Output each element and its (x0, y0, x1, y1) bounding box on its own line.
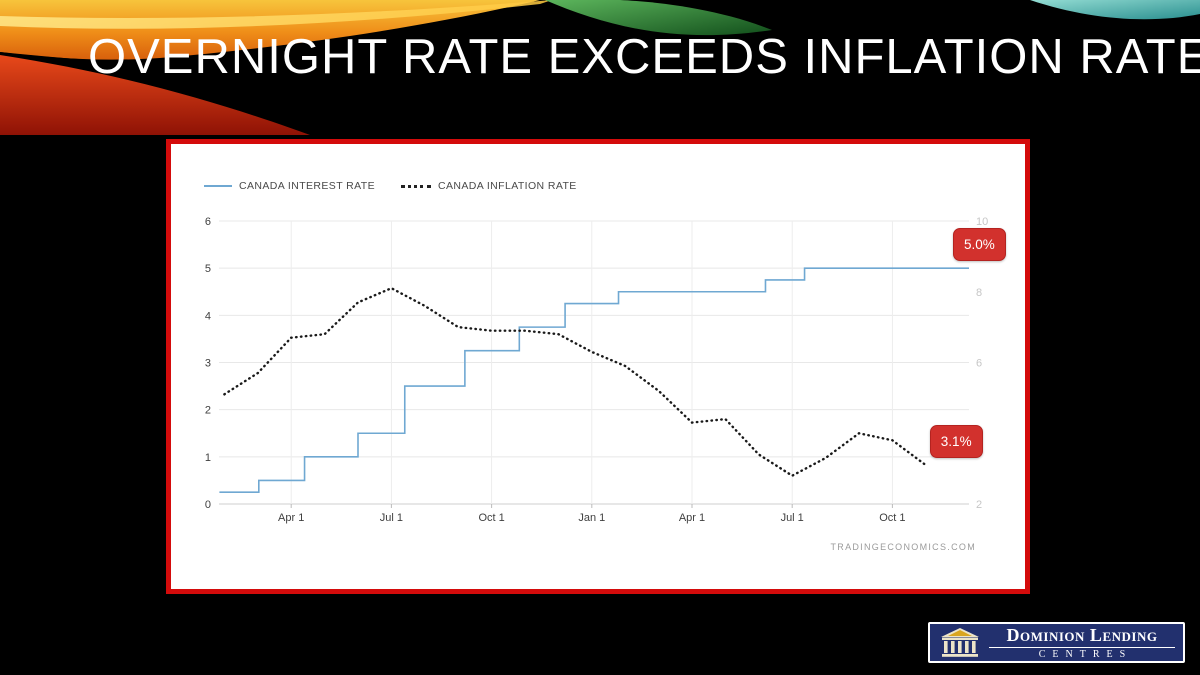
legend-label-inflation: CANADA INFLATION RATE (437, 180, 577, 192)
legend-item-interest: CANADA INTEREST RATE (204, 180, 375, 192)
dlc-logo: Dominion Lending CENTRES (928, 622, 1185, 663)
building-icon (941, 628, 979, 657)
interest-line-swatch (204, 185, 232, 187)
left-axis-tick-label: 0 (205, 499, 211, 511)
left-axis-tick-label: 2 (205, 405, 211, 417)
right-axis-tick-label: 2 (976, 499, 982, 511)
interest-rate-line (219, 267, 969, 494)
right-axis-tick-label: 6 (976, 358, 982, 370)
x-axis-tick-label: Apr 1 (679, 512, 705, 524)
left-axis-tick-label: 5 (205, 263, 211, 275)
legend-label-interest: CANADA INTEREST RATE (239, 180, 375, 192)
left-axis-tick-label: 6 (205, 216, 211, 228)
left-axis-tick-label: 3 (205, 358, 211, 370)
inflation-rate-line (223, 286, 927, 478)
inflation-rate-badge: 3.1% (929, 425, 983, 459)
left-axis-tick-label: 4 (205, 310, 211, 322)
x-axis-tick-label: Oct 1 (478, 512, 504, 524)
inflation-dotted-swatch (400, 184, 431, 188)
x-axis-tick-label: Jul 1 (781, 512, 804, 524)
chart-legend: CANADA INTEREST RATE CANADA INFLATION RA… (204, 180, 577, 192)
logo-name: Dominion Lending (989, 626, 1175, 648)
x-axis-tick-label: Jan 1 (578, 512, 605, 524)
right-axis-tick-label: 8 (976, 287, 982, 299)
slide-title: OVERNIGHT RATE EXCEEDS INFLATION RATE (88, 30, 1200, 84)
header-swoosh-decoration (0, 0, 1200, 135)
x-axis-tick-label: Apr 1 (278, 512, 304, 524)
right-axis-tick-label: 10 (976, 216, 988, 228)
watermark: TRADINGECONOMICS.COM (830, 542, 976, 552)
x-axis-tick-label: Oct 1 (879, 512, 905, 524)
legend-item-inflation: CANADA INFLATION RATE (400, 180, 577, 192)
x-axis-tick-label: Jul 1 (380, 512, 403, 524)
logo-text: Dominion Lending CENTRES (989, 626, 1175, 660)
left-axis-tick-label: 1 (205, 452, 211, 464)
logo-sub: CENTRES (1038, 648, 1133, 660)
interest-rate-badge: 5.0% (953, 228, 1006, 262)
